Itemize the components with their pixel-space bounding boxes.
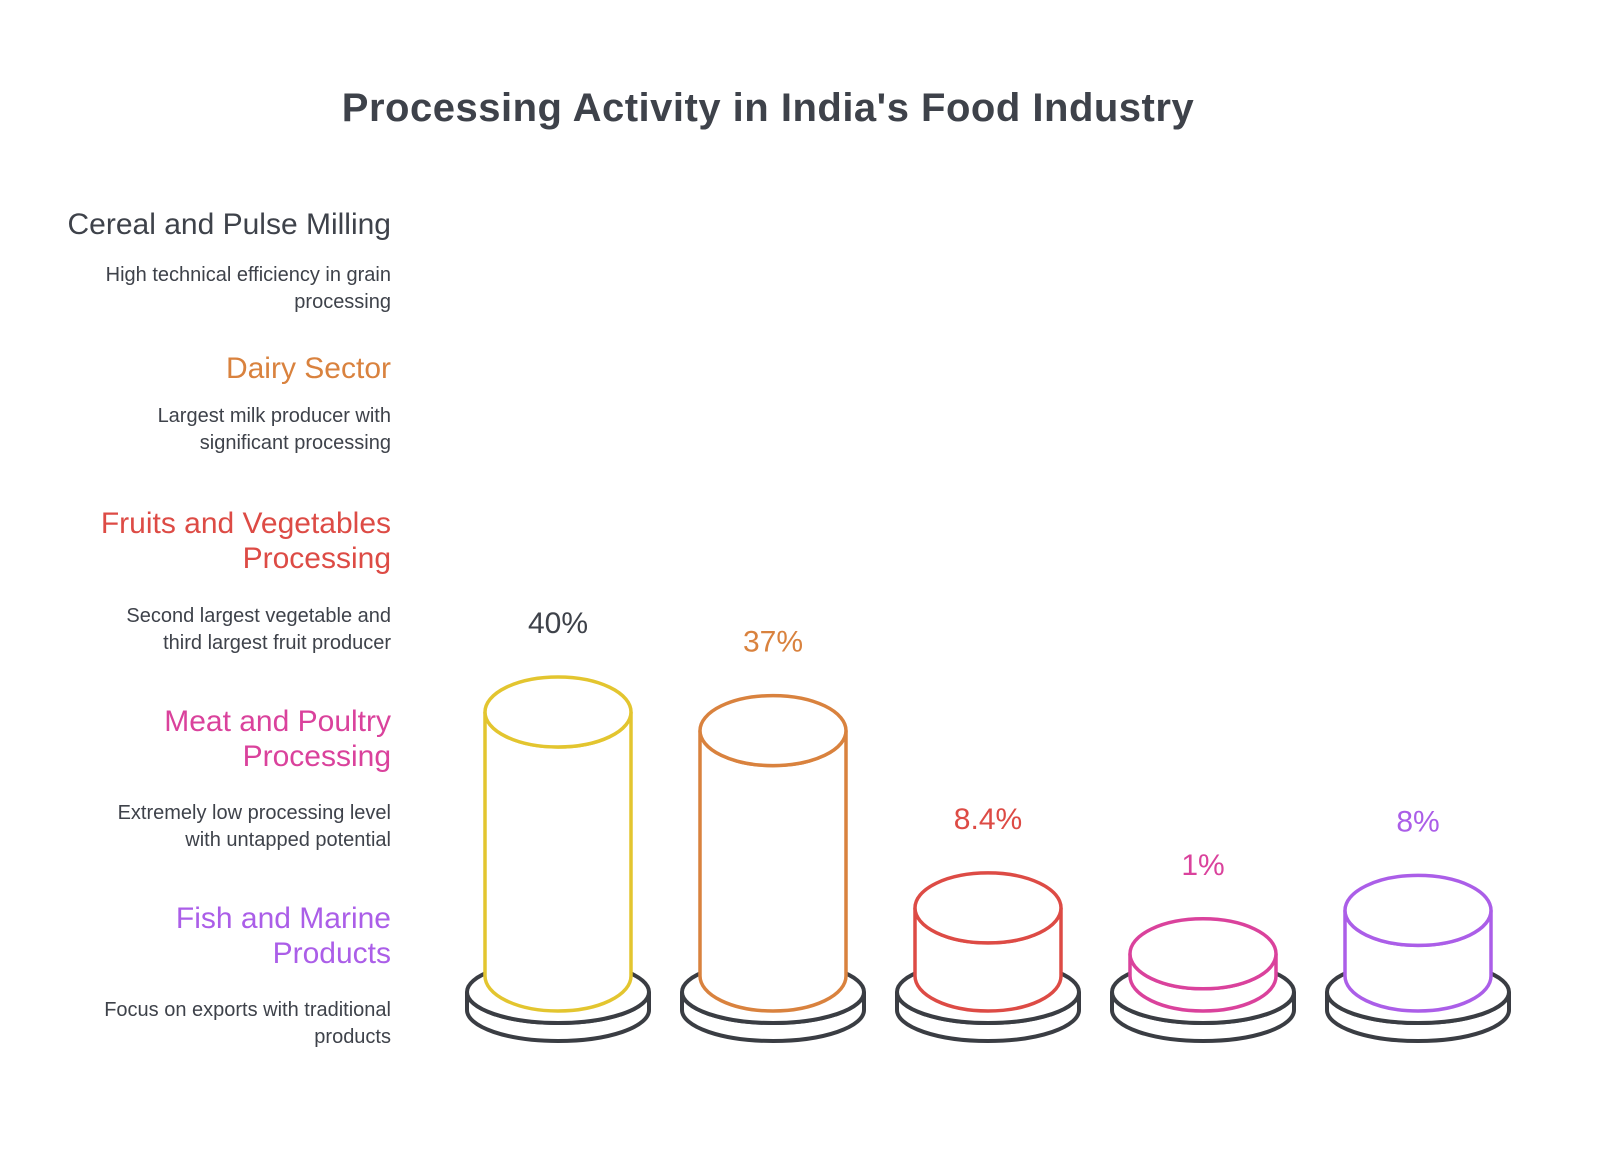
category-description-meat-and-poultry: Extremely low processing level with unta… <box>117 802 391 851</box>
category-title-fruits-and-vegetables: Fruits and Vegetables Processing <box>100 507 391 575</box>
value-label: 1% <box>1181 849 1224 882</box>
category-title-dairy-sector: Dairy Sector <box>225 352 391 385</box>
category-title-meat-and-poultry: Meat and Poultry Processing <box>164 705 391 773</box>
value-label: 8.4% <box>954 803 1022 836</box>
cylinder-bar-2: 37% <box>680 626 866 1043</box>
value-label: 8% <box>1396 805 1439 838</box>
chart-title: Processing Activity in India's Food Indu… <box>341 86 1195 130</box>
category-description-cereal-and-pulse-milling: High technical efficiency in grain proce… <box>105 264 391 313</box>
category-description-fruits-and-vegetables: Second largest vegetable and third large… <box>126 605 391 654</box>
cylinder-top <box>698 693 848 768</box>
category-description-dairy-sector: Largest milk producer with significant p… <box>157 405 391 454</box>
cylinder-bar-5: 8% <box>1325 805 1511 1043</box>
category-title-cereal-and-pulse-milling: Cereal and Pulse Milling <box>67 208 392 241</box>
cylinder-top <box>913 871 1063 945</box>
category-description-fish-and-marine: Focus on exports with traditional produc… <box>104 999 391 1048</box>
value-label: 40% <box>528 607 588 640</box>
cylinder-bar-1: 40% <box>465 607 651 1043</box>
cylinder-bar-3: 8.4% <box>895 803 1081 1043</box>
cylinder-bar-4: 1% <box>1110 849 1296 1043</box>
cylinder-top <box>483 675 633 749</box>
cylinder-body <box>483 711 633 1013</box>
cylinder-top <box>1128 917 1278 991</box>
category-label-column: Cereal and Pulse Milling High technical … <box>0 0 392 1171</box>
cylinder-top <box>1343 873 1493 948</box>
cylinder-body <box>698 730 848 1013</box>
value-label: 37% <box>743 626 803 659</box>
category-title-fish-and-marine: Fish and Marine Products <box>175 902 391 970</box>
